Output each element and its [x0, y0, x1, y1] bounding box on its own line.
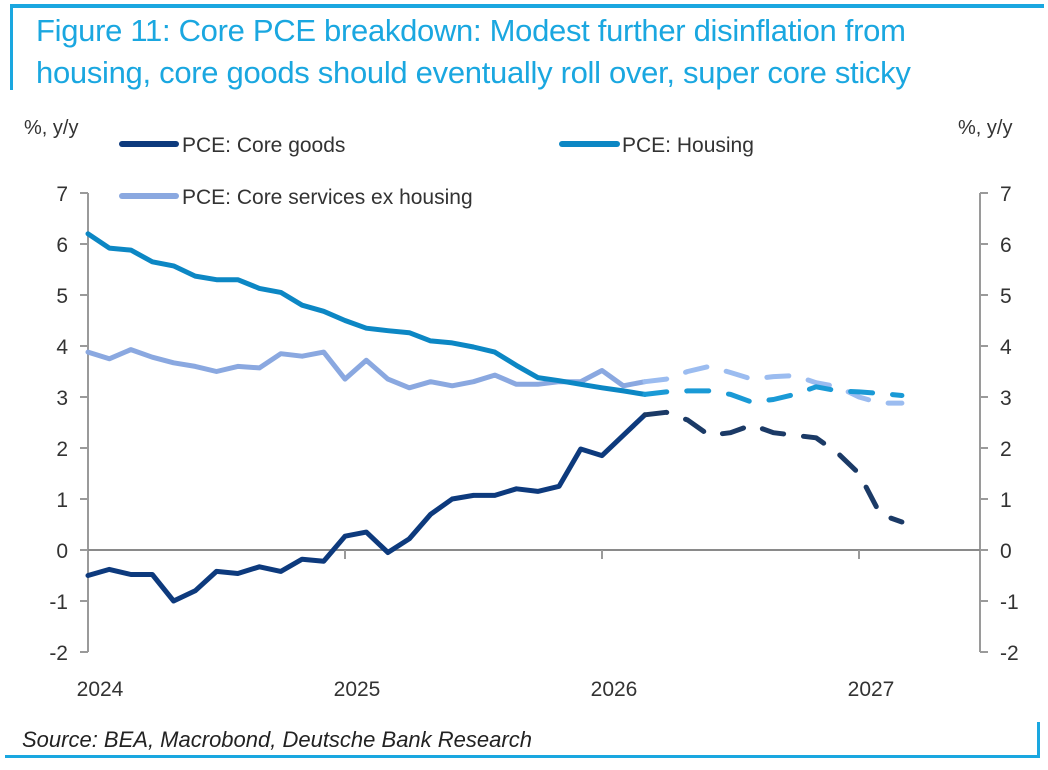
x-tick-label: 2027: [848, 678, 895, 701]
axes: 7 7 6 6 5 5 4 4 3 3 2 2 1 1 0 0 -1 -1 -2 -2 2024 2025 2026 2027: [49, 183, 1018, 701]
figure-frame-left: [10, 4, 13, 90]
source-note: Source: BEA, Macrobond, Deutsche Bank Re…: [22, 727, 532, 752]
series-layer: [85, 231, 905, 604]
left-y-tick-label: 0: [56, 540, 68, 563]
right-y-tick-label: 2: [1000, 438, 1012, 461]
figure-title-line-1: Figure 11: Core PCE breakdown: Modest fu…: [36, 13, 906, 48]
right-y-tick-label: 6: [1000, 234, 1012, 257]
right-y-tick-label: -1: [1000, 591, 1019, 614]
left-y-tick-label: -1: [49, 591, 68, 614]
right-y-tick-label: -2: [1000, 642, 1019, 665]
figure-title: Figure 11: Core PCE breakdown: Modest fu…: [36, 10, 1036, 94]
series-forecast-line-pce-core-goods: [642, 409, 905, 525]
figure-frame-right: [1037, 722, 1040, 758]
x-tick-label: 2024: [77, 678, 124, 701]
series-line-pce-core-services-ex-housing: [85, 347, 648, 391]
right-y-tick-label: 3: [1000, 387, 1012, 410]
right-y-tick-label: 4: [1000, 336, 1012, 359]
left-y-tick-label: 5: [56, 285, 68, 308]
left-y-tick-label: 2: [56, 438, 68, 461]
legend-label-core-services-ex-housing: PCE: Core services ex housing: [182, 186, 473, 209]
left-y-tick-label: 3: [56, 387, 68, 410]
right-axis-unit-label: %, y/y: [958, 117, 1012, 139]
left-y-tick-label: 4: [56, 336, 68, 359]
series-forecast-line-pce-core-services-ex-housing: [642, 363, 905, 406]
legend-label-core-goods: PCE: Core goods: [182, 134, 345, 157]
right-y-tick-label: 5: [1000, 285, 1012, 308]
figure-frame-top: [10, 4, 1044, 8]
series-forecast-line-pce-housing: [642, 384, 905, 405]
right-y-tick-label: 1: [1000, 489, 1012, 512]
left-y-tick-label: -2: [49, 642, 68, 665]
left-y-tick-label: 6: [56, 234, 68, 257]
legend-label-housing: PCE: Housing: [622, 134, 754, 157]
right-y-tick-label: 7: [1000, 183, 1012, 206]
left-y-tick-label: 1: [56, 489, 68, 512]
figure-frame-bottom: [5, 755, 1040, 758]
series-line-pce-housing: [85, 231, 648, 397]
left-axis-unit-label: %, y/y: [24, 117, 78, 139]
left-y-tick-label: 7: [56, 183, 68, 206]
x-tick-label: 2026: [591, 678, 638, 701]
right-y-tick-label: 0: [1000, 540, 1012, 563]
series-line-pce-core-goods: [85, 412, 648, 604]
legend: PCE: Core goods PCE: Housing PCE: Core s…: [119, 134, 754, 209]
figure-title-line-2: housing, core goods should eventually ro…: [36, 55, 911, 90]
x-tick-label: 2025: [334, 678, 381, 701]
